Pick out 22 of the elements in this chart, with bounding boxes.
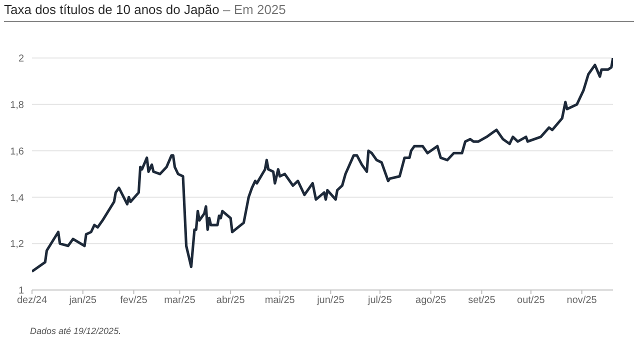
x-tick-label: fev/25 bbox=[120, 295, 148, 306]
y-tick-label: 2 bbox=[18, 54, 24, 65]
x-tick-label: mar/25 bbox=[164, 295, 196, 306]
text: Dados até 19/12/2025. bbox=[30, 326, 122, 336]
y-tick-label: 1 bbox=[18, 286, 24, 297]
x-tick-label: out/25 bbox=[517, 295, 546, 306]
x-tick-label: mai/25 bbox=[264, 295, 296, 306]
y-tick-label: 1,2 bbox=[10, 239, 24, 250]
y-tick-label: 1,6 bbox=[10, 146, 24, 158]
chart-subtitle: – Em 2025 bbox=[222, 2, 286, 17]
x-tick-label: set/25 bbox=[468, 295, 496, 306]
x-tick-label: jun/25 bbox=[316, 295, 345, 306]
chart-title: Taxa dos títulos de 10 anos do Japão bbox=[4, 2, 220, 17]
line-series bbox=[32, 58, 613, 273]
y-tick-label: 1,4 bbox=[10, 192, 24, 204]
x-tick-label: dez/24 bbox=[16, 295, 48, 306]
x-tick-label: nov/25 bbox=[566, 295, 598, 306]
x-tick-label: abr/25 bbox=[216, 295, 246, 306]
x-tick-label: jul/25 bbox=[366, 295, 392, 306]
x-tick-label: ago/25 bbox=[416, 295, 447, 306]
y-tick-label: 1,8 bbox=[10, 100, 24, 111]
x-tick-label: jan/25 bbox=[68, 295, 97, 306]
